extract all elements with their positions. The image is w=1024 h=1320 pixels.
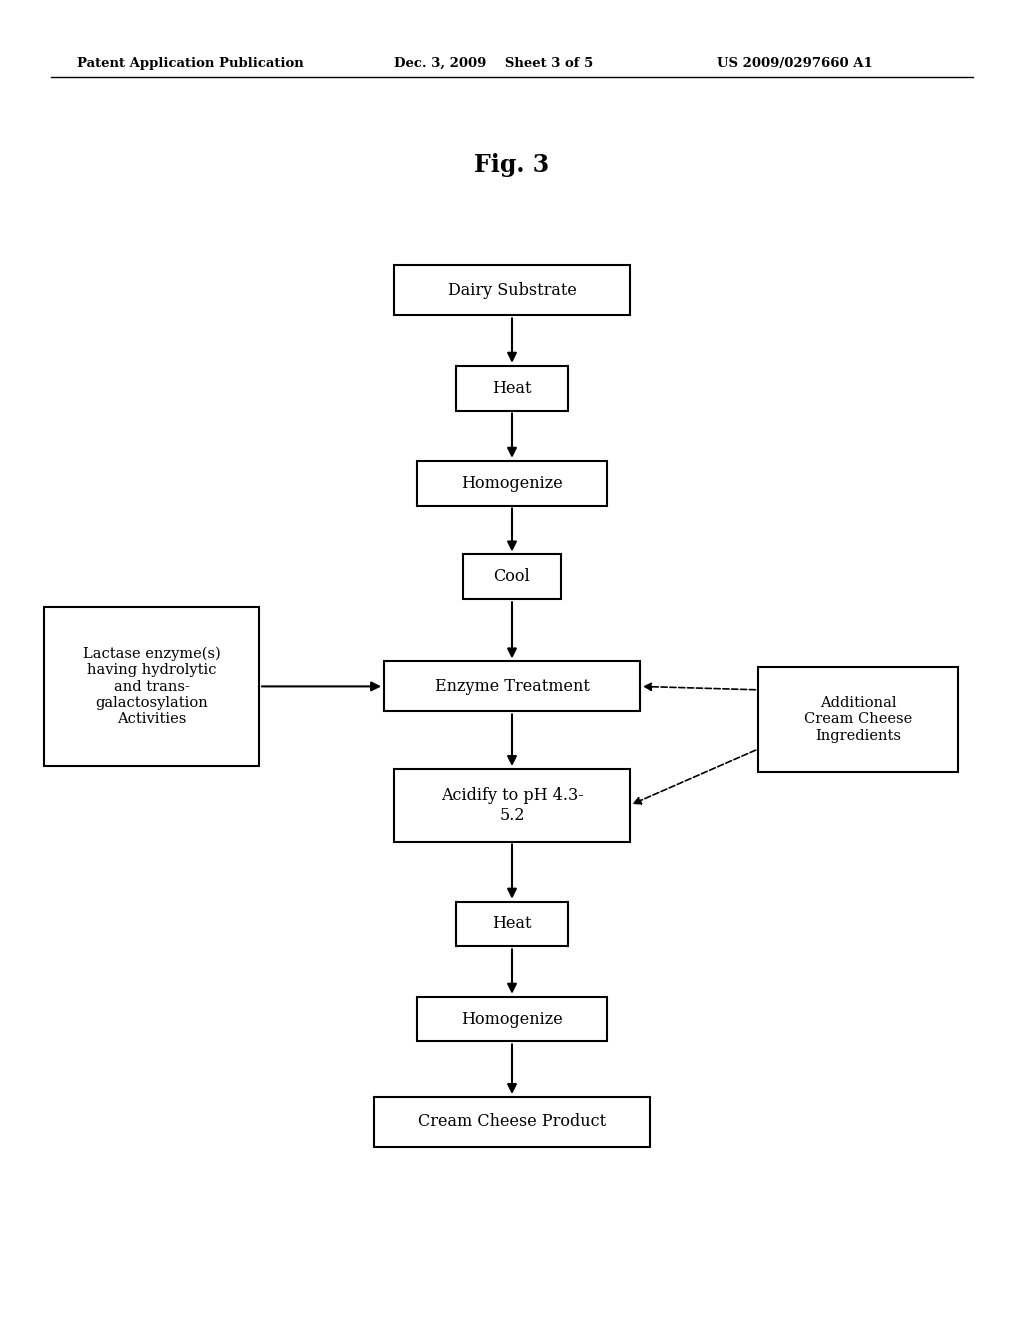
FancyBboxPatch shape: [394, 265, 630, 315]
FancyBboxPatch shape: [394, 768, 630, 842]
FancyBboxPatch shape: [418, 997, 606, 1041]
FancyBboxPatch shape: [44, 607, 259, 766]
Text: Cool: Cool: [494, 569, 530, 585]
Text: US 2009/0297660 A1: US 2009/0297660 A1: [717, 57, 872, 70]
FancyBboxPatch shape: [384, 661, 640, 711]
Text: Homogenize: Homogenize: [461, 475, 563, 491]
Text: Heat: Heat: [493, 916, 531, 932]
Text: Additional
Cream Cheese
Ingredients: Additional Cream Cheese Ingredients: [804, 696, 912, 743]
Text: Dairy Substrate: Dairy Substrate: [447, 282, 577, 298]
FancyBboxPatch shape: [374, 1097, 650, 1147]
Text: Acidify to pH 4.3-
5.2: Acidify to pH 4.3- 5.2: [440, 787, 584, 824]
Text: Heat: Heat: [493, 380, 531, 396]
Text: Homogenize: Homogenize: [461, 1011, 563, 1027]
Text: Fig. 3: Fig. 3: [474, 153, 550, 177]
Text: Enzyme Treatment: Enzyme Treatment: [434, 678, 590, 694]
FancyBboxPatch shape: [456, 902, 568, 946]
Text: Lactase enzyme(s)
having hydrolytic
and trans-
galactosylation
Activities: Lactase enzyme(s) having hydrolytic and …: [83, 647, 220, 726]
Text: Cream Cheese Product: Cream Cheese Product: [418, 1114, 606, 1130]
FancyBboxPatch shape: [418, 461, 606, 506]
Text: Patent Application Publication: Patent Application Publication: [77, 57, 303, 70]
FancyBboxPatch shape: [758, 667, 958, 772]
FancyBboxPatch shape: [463, 554, 561, 599]
FancyBboxPatch shape: [456, 366, 568, 411]
Text: Dec. 3, 2009    Sheet 3 of 5: Dec. 3, 2009 Sheet 3 of 5: [394, 57, 594, 70]
